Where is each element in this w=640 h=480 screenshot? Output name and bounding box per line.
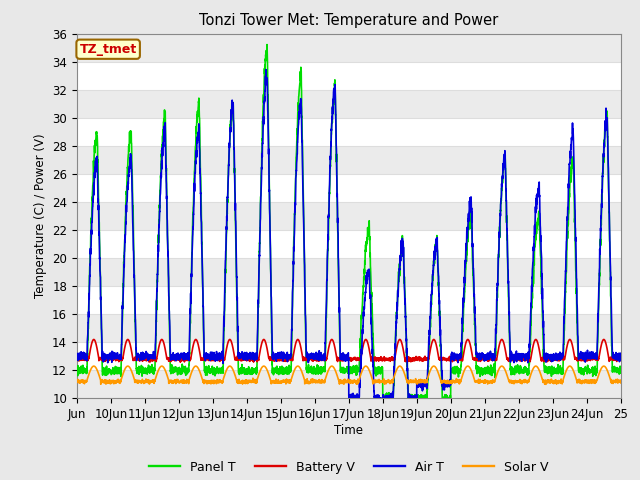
- Line: Air T: Air T: [77, 70, 640, 404]
- Text: TZ_tmet: TZ_tmet: [79, 43, 137, 56]
- Air T: [73, 353, 81, 359]
- Line: Panel T: Panel T: [77, 45, 640, 404]
- Solar V: [552, 377, 559, 383]
- Solar V: [615, 379, 623, 385]
- Solar V: [372, 378, 380, 384]
- Bar: [77, 314, 621, 342]
- Air T: [408, 401, 415, 407]
- X-axis label: Time: Time: [334, 424, 364, 437]
- Bar: [77, 146, 621, 174]
- Bar: [77, 371, 621, 398]
- Solar V: [542, 382, 550, 387]
- Bar: [77, 34, 621, 61]
- Air T: [615, 351, 623, 357]
- Bar: [77, 258, 621, 286]
- Panel T: [372, 369, 380, 374]
- Panel T: [416, 394, 424, 400]
- Air T: [468, 239, 476, 244]
- Battery V: [373, 355, 381, 361]
- Air T: [552, 354, 559, 360]
- Solar V: [73, 376, 81, 382]
- Panel T: [73, 364, 81, 370]
- Panel T: [263, 42, 271, 48]
- Air T: [588, 355, 596, 361]
- Solar V: [468, 370, 476, 375]
- Solar V: [416, 378, 424, 384]
- Bar: [77, 202, 621, 230]
- Title: Tonzi Tower Met: Temperature and Power: Tonzi Tower Met: Temperature and Power: [199, 13, 499, 28]
- Air T: [372, 396, 380, 402]
- Battery V: [90, 336, 98, 342]
- Line: Solar V: Solar V: [77, 366, 640, 384]
- Battery V: [177, 360, 184, 365]
- Y-axis label: Temperature (C) / Power (V): Temperature (C) / Power (V): [33, 134, 47, 298]
- Solar V: [588, 379, 596, 384]
- Battery V: [552, 357, 559, 363]
- Bar: [77, 90, 621, 118]
- Battery V: [416, 356, 424, 361]
- Battery V: [615, 355, 623, 361]
- Battery V: [468, 352, 476, 358]
- Panel T: [588, 368, 596, 373]
- Panel T: [468, 241, 476, 247]
- Legend: Panel T, Battery V, Air T, Solar V: Panel T, Battery V, Air T, Solar V: [144, 456, 554, 479]
- Battery V: [588, 355, 596, 360]
- Panel T: [410, 401, 417, 407]
- Air T: [262, 67, 270, 72]
- Air T: [416, 380, 424, 385]
- Line: Battery V: Battery V: [77, 339, 640, 362]
- Panel T: [615, 371, 623, 377]
- Solar V: [90, 363, 98, 369]
- Panel T: [552, 370, 559, 376]
- Battery V: [73, 355, 81, 361]
